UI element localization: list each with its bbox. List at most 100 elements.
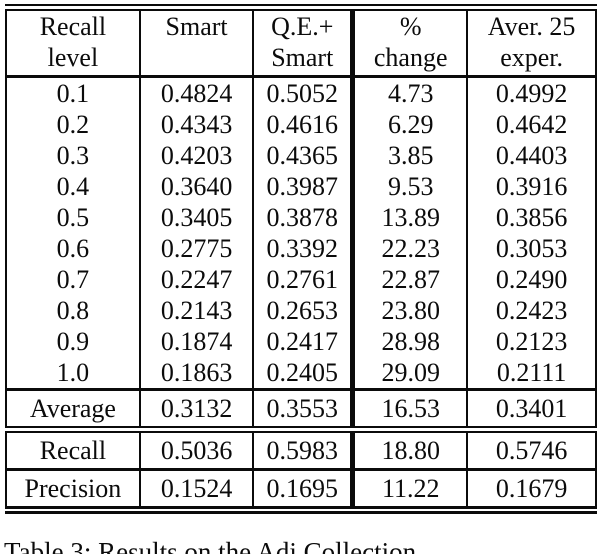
cell-qe-smart: 0.4365 [252,140,353,171]
header-row: Recall level Smart Q.E.+ Smart % change … [5,7,597,78]
cell-row-label: Average [5,389,140,430]
cell-row-label: Precision [5,469,140,510]
cell-qe-smart: 0.2761 [252,264,353,295]
cell-pct-change: 22.87 [350,264,468,295]
table-row: 0.6 0.2775 0.3392 22.23 0.3053 [5,233,597,264]
cell-pct-change: 4.73 [350,76,468,109]
cell-smart: 0.3405 [138,202,254,233]
cell-pct-change: 18.80 [350,429,468,470]
summary-row: Precision 0.1524 0.1695 11.22 0.1679 [5,469,597,510]
cell-aver-25: 0.3053 [466,233,597,264]
header-recall-line2: level [47,43,99,72]
cell-pct-change: 11.22 [350,469,468,510]
header-cell-pct-change: % change [350,7,468,78]
cell-qe-smart: 0.3392 [252,233,353,264]
cell-recall-level: 0.9 [5,326,140,357]
header-pct-line1: % [399,12,422,41]
header-pct-line2: change [373,43,448,72]
cell-pct-change: 13.89 [350,202,468,233]
cell-pct-change: 6.29 [350,109,468,140]
cell-recall-level: 0.3 [5,140,140,171]
header-cell-smart: Smart [138,7,254,78]
header-cell-aver-25: Aver. 25 exper. [466,7,597,78]
cell-smart: 0.4343 [138,109,254,140]
cell-smart: 0.1874 [138,326,254,357]
header-cell-recall-level: Recall level [5,7,140,78]
cell-qe-smart: 0.4616 [252,109,353,140]
cell-recall-level: 1.0 [5,357,140,390]
cell-pct-change: 23.80 [350,295,468,326]
cell-smart: 0.2247 [138,264,254,295]
table-caption: Table 3: Results on the Adi Collection [4,537,417,554]
header-aver-line1: Aver. 25 [487,12,576,41]
cell-smart: 0.2775 [138,233,254,264]
cell-aver-25: 0.2123 [466,326,597,357]
cell-qe-smart: 0.2417 [252,326,353,357]
header-aver-line2: exper. [500,43,564,72]
header-qe-line1: Q.E.+ [271,12,334,41]
cell-pct-change: 29.09 [350,357,468,390]
table-body: 0.1 0.4824 0.5052 4.73 0.4992 0.2 0.4343… [5,76,597,390]
cell-smart: 0.5036 [138,429,254,470]
cell-pct-change: 28.98 [350,326,468,357]
cell-aver-25: 0.4992 [466,76,597,109]
table-header: Recall level Smart Q.E.+ Smart % change … [5,7,597,78]
cell-aver-25: 0.4642 [466,109,597,140]
table-row: 0.4 0.3640 0.3987 9.53 0.3916 [5,171,597,202]
cell-recall-level: 0.1 [5,76,140,109]
header-smart-line2 [142,42,253,73]
cell-smart: 0.3640 [138,171,254,202]
cell-smart: 0.4203 [138,140,254,171]
table-row: 1.0 0.1863 0.2405 29.09 0.2111 [5,357,597,390]
cell-smart: 0.3132 [138,389,254,430]
cell-qe-smart: 0.3987 [252,171,353,202]
summary-row: Average 0.3132 0.3553 16.53 0.3401 [5,389,597,430]
summary-row: Recall 0.5036 0.5983 18.80 0.5746 [5,429,597,470]
cell-row-label: Recall [5,429,140,470]
cell-qe-smart: 0.1695 [252,469,353,510]
cell-aver-25: 0.2111 [466,357,597,390]
cell-aver-25: 0.4403 [466,140,597,171]
cell-recall-level: 0.5 [5,202,140,233]
results-table: Recall level Smart Q.E.+ Smart % change … [5,4,597,514]
cell-aver-25: 0.2490 [466,264,597,295]
cell-recall-level: 0.4 [5,171,140,202]
table-row: 0.9 0.1874 0.2417 28.98 0.2123 [5,326,597,357]
cell-aver-25: 0.5746 [466,429,597,470]
table-row: 0.2 0.4343 0.4616 6.29 0.4642 [5,109,597,140]
cell-smart: 0.1524 [138,469,254,510]
table-row: 0.3 0.4203 0.4365 3.85 0.4403 [5,140,597,171]
cell-recall-level: 0.6 [5,233,140,264]
cell-aver-25: 0.3856 [466,202,597,233]
cell-pct-change: 3.85 [350,140,468,171]
cell-aver-25: 0.3916 [466,171,597,202]
cell-qe-smart: 0.2405 [252,357,353,390]
table-row: 0.7 0.2247 0.2761 22.87 0.2490 [5,264,597,295]
cell-recall-level: 0.7 [5,264,140,295]
cell-qe-smart: 0.3553 [252,389,353,430]
cell-recall-level: 0.8 [5,295,140,326]
header-recall-line1: Recall [39,12,107,41]
cell-qe-smart: 0.2653 [252,295,353,326]
cell-smart: 0.2143 [138,295,254,326]
cell-qe-smart: 0.5983 [252,429,353,470]
cell-pct-change: 22.23 [350,233,468,264]
cell-pct-change: 16.53 [350,389,468,430]
cell-pct-change: 9.53 [350,171,468,202]
cell-aver-25: 0.3401 [466,389,597,430]
summary-body: Average 0.3132 0.3553 16.53 0.3401 Recal… [5,389,597,510]
header-smart-line1: Smart [165,12,228,41]
cell-qe-smart: 0.3878 [252,202,353,233]
header-qe-line2: Smart [271,43,334,72]
cell-recall-level: 0.2 [5,109,140,140]
table-row: 0.1 0.4824 0.5052 4.73 0.4992 [5,76,597,109]
cell-qe-smart: 0.5052 [252,76,353,109]
cell-smart: 0.1863 [138,357,254,390]
cell-smart: 0.4824 [138,76,254,109]
header-cell-qe-smart: Q.E.+ Smart [252,7,353,78]
cell-aver-25: 0.1679 [466,469,597,510]
table-row: 0.8 0.2143 0.2653 23.80 0.2423 [5,295,597,326]
table-row: 0.5 0.3405 0.3878 13.89 0.3856 [5,202,597,233]
cell-aver-25: 0.2423 [466,295,597,326]
